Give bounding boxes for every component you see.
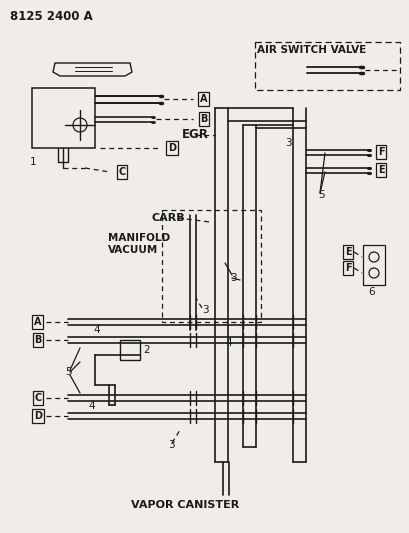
Text: AIR SWITCH VALVE: AIR SWITCH VALVE [256,45,365,55]
Text: VAPOR CANISTER: VAPOR CANISTER [130,500,238,510]
Text: D: D [34,411,42,421]
Text: 3: 3 [229,273,236,283]
Text: F: F [344,263,351,273]
Text: EGR: EGR [182,128,208,141]
Text: A: A [34,317,42,327]
Text: A: A [200,94,207,104]
Text: E: E [377,165,383,175]
Text: E: E [344,247,351,257]
Text: 4: 4 [88,401,94,411]
Text: D: D [168,143,175,153]
Text: C: C [34,393,42,403]
Text: C: C [118,167,125,177]
Text: 2: 2 [143,345,149,355]
Text: 4: 4 [93,325,99,335]
Text: 3: 3 [202,305,208,315]
Text: 5: 5 [317,190,324,200]
Text: 5: 5 [65,367,72,377]
Text: CARB: CARB [152,213,185,223]
Text: 4: 4 [225,338,231,348]
Text: 6: 6 [367,287,374,297]
Text: VACUUM: VACUUM [108,245,158,255]
Text: MANIFOLD: MANIFOLD [108,233,170,243]
Text: 3: 3 [168,440,174,450]
Text: F: F [377,147,383,157]
Text: B: B [34,335,42,345]
Text: 8125 2400 A: 8125 2400 A [10,10,92,22]
Text: 1: 1 [30,157,36,167]
Text: 3: 3 [284,138,291,148]
Text: B: B [200,114,207,124]
